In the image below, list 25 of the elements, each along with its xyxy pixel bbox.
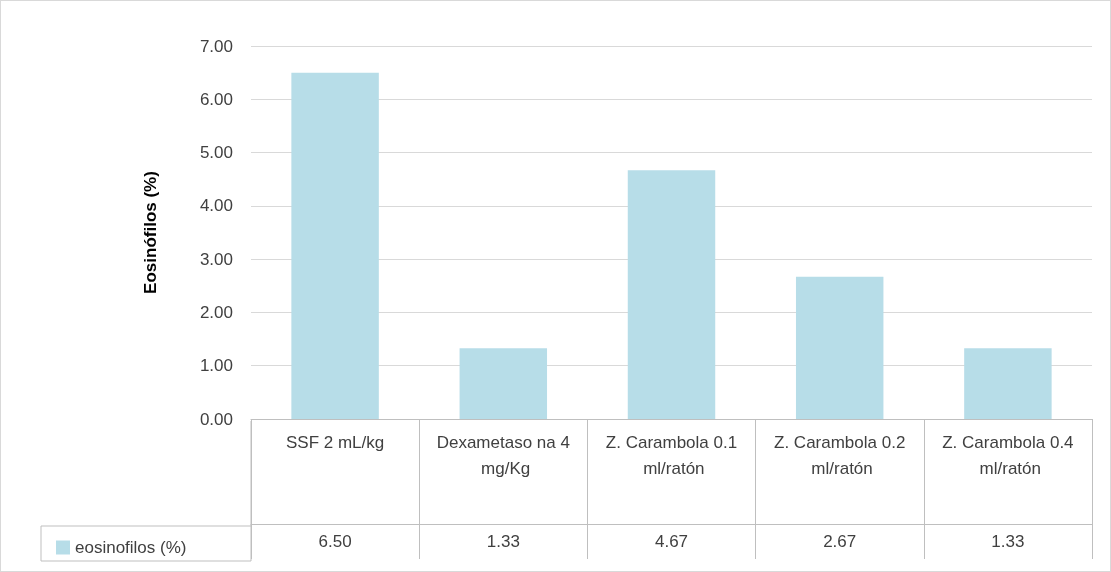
y-tick-label: 0.00	[199, 409, 233, 429]
legend-label: eosinofilos (%)	[75, 538, 187, 557]
data-label: 4.67	[654, 532, 689, 551]
data-label: 1.33	[991, 532, 1025, 551]
bar	[291, 72, 379, 419]
y-tick-label: 4.00	[199, 196, 233, 216]
y-tick-label: 1.00	[199, 356, 233, 376]
bar	[795, 276, 884, 419]
x-tick-label: Z. Carambola 0.4 ml/ratón	[942, 432, 1074, 478]
y-tick-label: 3.00	[199, 249, 233, 269]
bar	[627, 170, 716, 419]
data-label: 1.33	[486, 532, 520, 551]
y-tick-label: 6.00	[199, 89, 233, 109]
x-tick-label: Z. Carambola 0.2 ml/ratón	[774, 432, 906, 478]
x-tick-label: SSF 2 mL/kg	[285, 432, 385, 452]
y-tick-label: 2.00	[199, 302, 233, 322]
data-label: 6.50	[318, 532, 352, 551]
bar	[459, 348, 548, 419]
bar	[964, 348, 1052, 419]
data-label: 2.67	[823, 532, 857, 551]
x-tick-label: Dexametaso na 4 mg/Kg	[436, 432, 570, 478]
y-tick-label: 5.00	[199, 143, 233, 163]
y-tick-label: 7.00	[199, 36, 233, 56]
x-tick-label: Z. Carambola 0.1 ml/ratón	[605, 432, 738, 478]
y-axis-title: Eosinófilos (%)	[141, 171, 160, 294]
